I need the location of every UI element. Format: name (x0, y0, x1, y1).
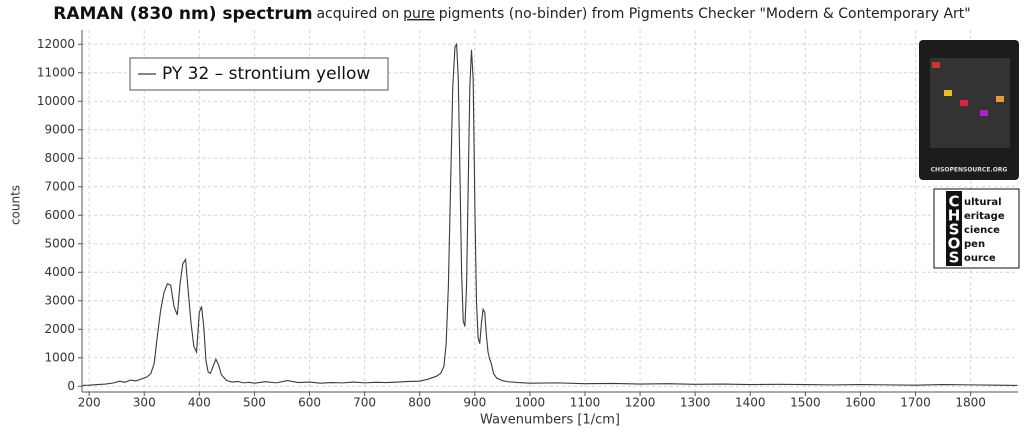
y-tick-label: 10000 (37, 94, 75, 108)
x-tick-label: 900 (463, 396, 486, 410)
x-tick-label: 1100 (570, 396, 601, 410)
plot-area (78, 30, 1018, 396)
x-tick-label: 1400 (735, 396, 766, 410)
y-tick-label: 12000 (37, 37, 75, 51)
y-tick-label: 2000 (44, 322, 75, 336)
x-tick-label: 1300 (680, 396, 711, 410)
logo-letter: H (948, 207, 961, 225)
y-tick-label: 7000 (44, 179, 75, 193)
x-tick-label: 1600 (845, 396, 876, 410)
logo-letter: S (949, 221, 960, 239)
legend-label: PY 32 – strontium yellow (162, 64, 370, 84)
y-tick-label: 4000 (44, 265, 75, 279)
swatch (996, 96, 1004, 102)
y-tick-label: 8000 (44, 151, 75, 165)
y-tick-label: 11000 (37, 65, 75, 79)
x-tick-label: 400 (188, 396, 211, 410)
x-tick-label: 1500 (790, 396, 821, 410)
logo-word: pen (964, 239, 985, 250)
x-axis-label: Wavenumbers [1/cm] (480, 413, 620, 428)
y-tick-label: 3000 (44, 293, 75, 307)
spectrum-line (82, 42, 1018, 386)
logo-word: cience (964, 225, 1000, 236)
swatch (944, 90, 952, 96)
logo-letter: C (948, 193, 959, 211)
chsos-bar (946, 191, 962, 266)
x-tick-label: 1000 (515, 396, 546, 410)
logo: CHSOPENSOURCE.ORG (919, 40, 1020, 269)
logo-word: ultural (964, 197, 1002, 208)
y-axis-label: counts (9, 185, 23, 225)
title-part: pure (403, 6, 435, 22)
logo-word: eritage (964, 211, 1005, 222)
y-tick-label: 0 (67, 379, 75, 393)
title-part: pigments (no-binder) from Pigments Check… (439, 6, 971, 22)
x-tick-label: 600 (298, 396, 321, 410)
y-tick-label: 5000 (44, 236, 75, 250)
y-tick-label: 9000 (44, 122, 75, 136)
title-part: acquired on (316, 6, 399, 22)
x-tick-label: 1200 (625, 396, 656, 410)
x-tick-label: 1700 (900, 396, 931, 410)
logo-letter: O (948, 235, 961, 253)
y-tick-label: 1000 (44, 350, 75, 364)
legend-box (129, 57, 389, 91)
swatch (960, 100, 968, 106)
x-tick-label: 800 (408, 396, 431, 410)
chart-title: RAMAN (830 nm) spectrum acquired on pure… (53, 4, 970, 24)
x-tick-label: 700 (353, 396, 376, 410)
swatch (932, 62, 940, 68)
title-main: RAMAN (830 nm) spectrum (53, 4, 312, 24)
x-tick-label: 1800 (955, 396, 986, 410)
x-tick-label: 200 (78, 396, 101, 410)
x-tick-label: 300 (133, 396, 156, 410)
y-tick-label: 6000 (44, 208, 75, 222)
logo-site: CHSOPENSOURCE.ORG (931, 167, 1008, 174)
logo-word: ource (964, 253, 996, 264)
logo-letter: S (949, 249, 960, 267)
x-tick-label: 500 (243, 396, 266, 410)
swatch (980, 110, 988, 116)
checker-grid (930, 58, 1010, 148)
